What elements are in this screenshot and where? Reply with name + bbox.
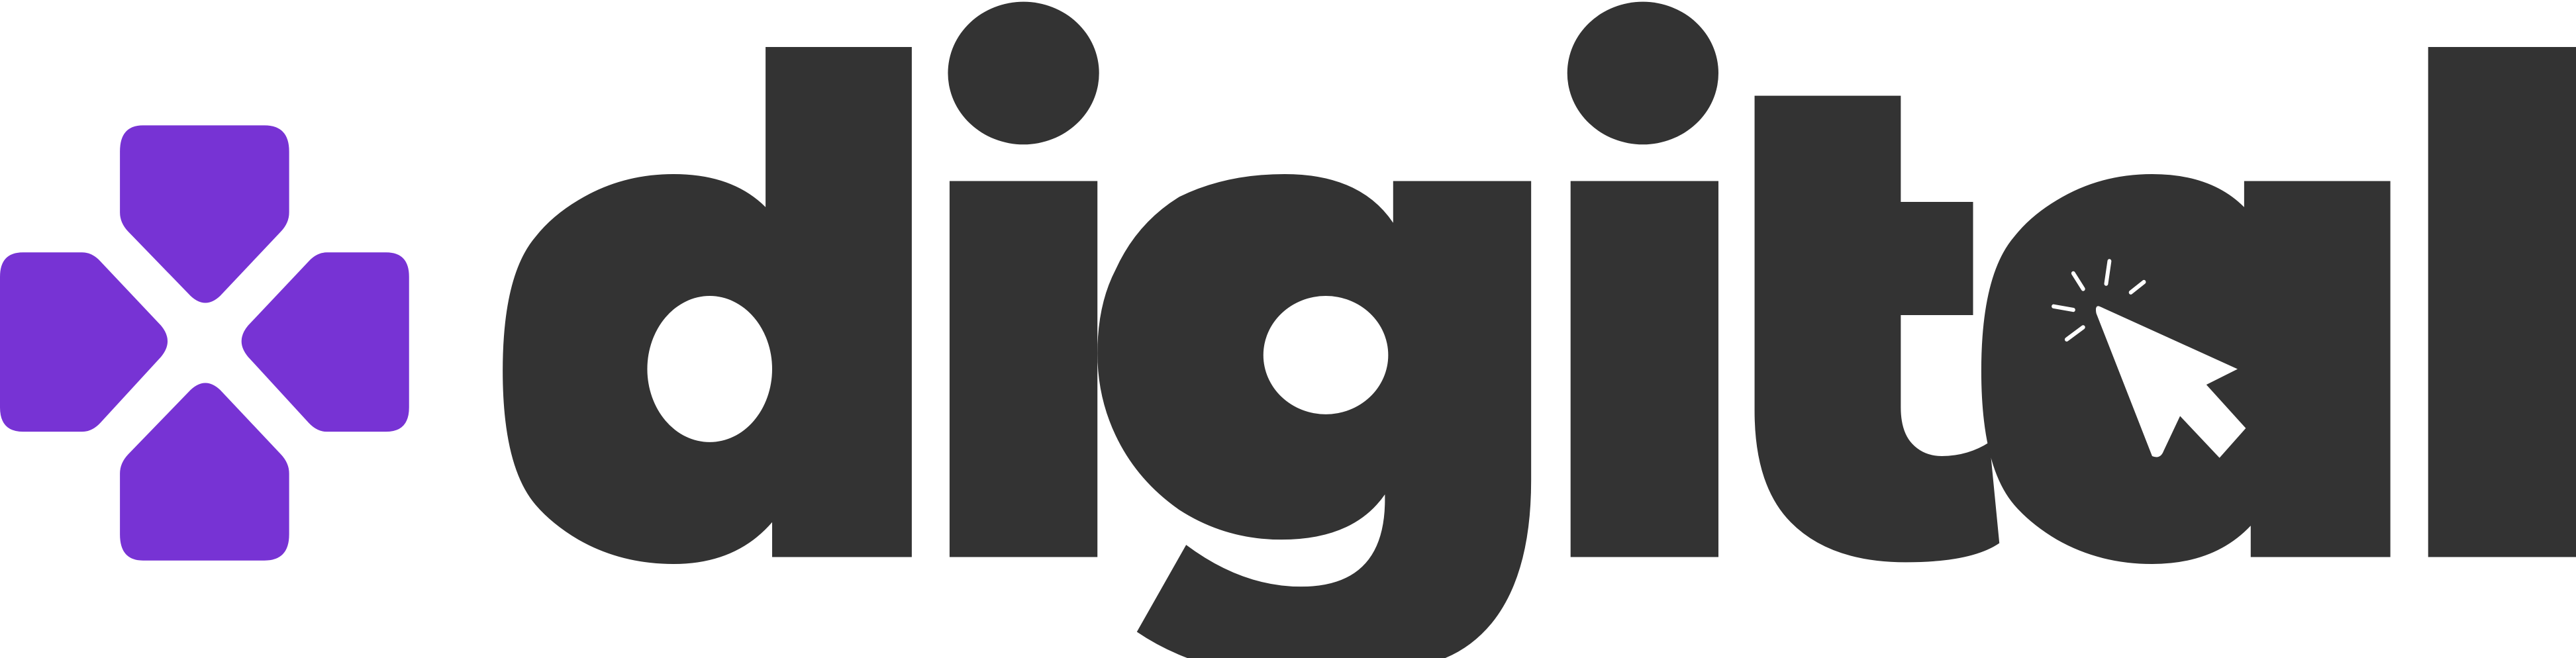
letter-l: [2428, 47, 2576, 557]
dpad-down: [120, 383, 289, 561]
dpad-right: [241, 252, 409, 432]
letter-t: [1754, 95, 2000, 563]
cursor-click-icon: [2052, 259, 2246, 458]
dpad-up: [120, 125, 289, 303]
letter-d: [503, 47, 912, 564]
click-spark-lines: [2052, 259, 2146, 342]
dpad-icon: [0, 125, 409, 561]
letter-g: [1097, 173, 1532, 658]
letter-i-2: [1567, 1, 1718, 557]
cursor-arrow: [2095, 306, 2246, 458]
dpad-left: [0, 252, 168, 432]
letter-i: [948, 1, 1099, 557]
wordmark: [503, 1, 2576, 658]
